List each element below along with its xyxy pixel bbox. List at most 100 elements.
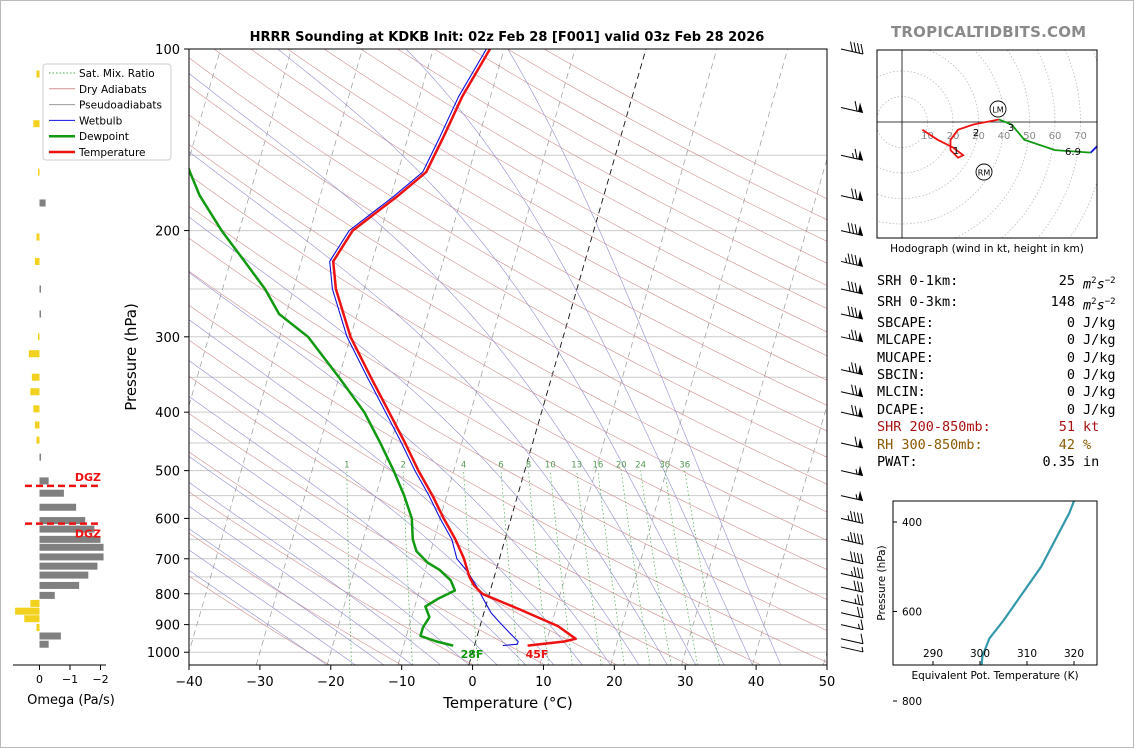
stat-label: SBCAPE:: [877, 314, 934, 331]
wind-barb-half: [851, 570, 853, 577]
moist-adiabat: [189, 505, 413, 665]
wind-barb-flag: [858, 407, 863, 418]
wind-barb: [840, 253, 864, 267]
y-tick-label: 400: [155, 406, 180, 421]
wind-barb-full: [860, 582, 864, 593]
omega-axis-label: Omega (Pa/s): [27, 693, 115, 708]
wind-barb-staff: [840, 646, 864, 653]
stat-unit: %: [1083, 436, 1092, 453]
isotherm-line: [1, 49, 8, 665]
wind-barb-full: [857, 567, 860, 578]
dry-adiabat: [189, 491, 474, 665]
wind-barb-half: [847, 515, 850, 521]
isotherm-line: [681, 157, 827, 665]
wind-barb-staff: [840, 154, 864, 161]
stat-unit: kt: [1083, 419, 1100, 436]
moist-adiabat: [189, 456, 470, 665]
wind-barb-full: [851, 306, 855, 317]
wind-barb: [840, 566, 864, 579]
isotherm-line: [539, 49, 718, 665]
wind-barb: [840, 404, 864, 418]
dry-adiabat: [189, 575, 330, 665]
y-tick-label: 700: [155, 553, 180, 568]
stat-unit-part: 2: [1091, 296, 1097, 307]
stat-label: RH 300-850mb:: [877, 436, 983, 453]
isotherm-line: [468, 49, 647, 665]
stat-row: PWAT: 0.35 in: [877, 454, 1116, 471]
x-tick-label: −40: [175, 675, 202, 690]
stat-row: SBCIN: 0 J/kg: [877, 367, 1116, 384]
hodograph-ring-label: 10: [921, 131, 934, 142]
hodograph-height-label: 3: [1008, 123, 1014, 134]
isotherm-line: [189, 49, 221, 161]
omega-bar: [34, 257, 40, 265]
wind-barb: [840, 619, 864, 631]
stat-row: SRH 0-1km: 25 m2s−2: [877, 273, 1116, 294]
mixing-ratio-line: [664, 470, 698, 665]
stat-unit-part: −2: [1104, 296, 1116, 307]
theta-e-area: [980, 501, 1076, 665]
omega-bar: [39, 571, 89, 579]
x-tick-label: 10: [535, 675, 552, 690]
wind-barb: [840, 305, 864, 320]
omega-bar: [39, 553, 104, 561]
omega-bar: [39, 581, 80, 589]
isotherm-line: [397, 49, 576, 665]
moist-adiabat: [277, 49, 725, 665]
y-tick-label: 300: [155, 331, 180, 346]
hodograph-height-label: 1: [953, 146, 959, 157]
stat-unit-part: −2: [1104, 276, 1116, 286]
stat-row: MLCIN: 0 J/kg: [877, 384, 1116, 401]
mixing-ratio-line: [620, 470, 651, 665]
wind-barb-full: [851, 281, 855, 292]
x-tick-label: −20: [317, 675, 344, 690]
wind-barb-full: [857, 594, 860, 605]
wind-barb-full: [853, 566, 857, 577]
theta-e-frame: [892, 500, 1098, 666]
wind-barb-half: [861, 646, 864, 653]
theta-e-profile: [980, 501, 1076, 665]
stat-unit-part: s: [1096, 276, 1105, 293]
wind-barb-full: [854, 307, 858, 318]
hodograph-ring-label: 20: [972, 131, 985, 142]
stat-value: 0: [1066, 367, 1075, 384]
stat-value: 25: [1058, 273, 1075, 289]
wind-barb-full: [860, 619, 864, 630]
moist-adiabat: [189, 395, 526, 665]
stat-unit: J/kg: [1083, 367, 1116, 384]
brand-watermark: TROPICALTIDBITS.COM: [891, 23, 1087, 41]
omega-bar: [39, 517, 86, 525]
wind-barb: [840, 606, 864, 619]
isotherm-line: [189, 49, 363, 654]
omega-tick-label: 0: [36, 673, 43, 686]
dry-adiabat: [189, 57, 827, 432]
wind-barb-staff: [840, 612, 864, 619]
moist-adiabat: [189, 73, 696, 665]
wind-barb-full: [851, 329, 855, 340]
moist-adiabat: [189, 570, 328, 665]
x-tick-label: 20: [606, 675, 623, 690]
wind-barb-full: [860, 595, 864, 606]
wind-barb-staff: [840, 599, 864, 606]
omega-bar: [36, 233, 40, 241]
wind-barb: [840, 222, 864, 237]
wind-barb-full: [851, 404, 855, 416]
hodograph-marker-label: RM: [978, 169, 991, 178]
wind-barb-full: [854, 148, 858, 159]
hodograph-ring-label: 60: [1049, 131, 1062, 142]
stat-label: MUCAPE:: [877, 349, 934, 366]
wind-barb-half: [858, 623, 860, 629]
wind-barb-full: [850, 551, 853, 562]
omega-bar: [34, 421, 40, 429]
moist-adiabat: [189, 427, 498, 665]
stat-unit-part: 2: [1091, 276, 1097, 286]
mixing-ratio-line: [500, 470, 520, 665]
stat-unit: J/kg: [1083, 349, 1116, 366]
stat-value: 0: [1066, 314, 1075, 331]
moist-adiabat: [189, 216, 640, 665]
wind-barb-half: [848, 333, 851, 339]
theta-e-y-tick-label: 600: [902, 607, 922, 619]
wind-barb-full: [860, 513, 864, 524]
wind-barbs: [840, 41, 864, 653]
